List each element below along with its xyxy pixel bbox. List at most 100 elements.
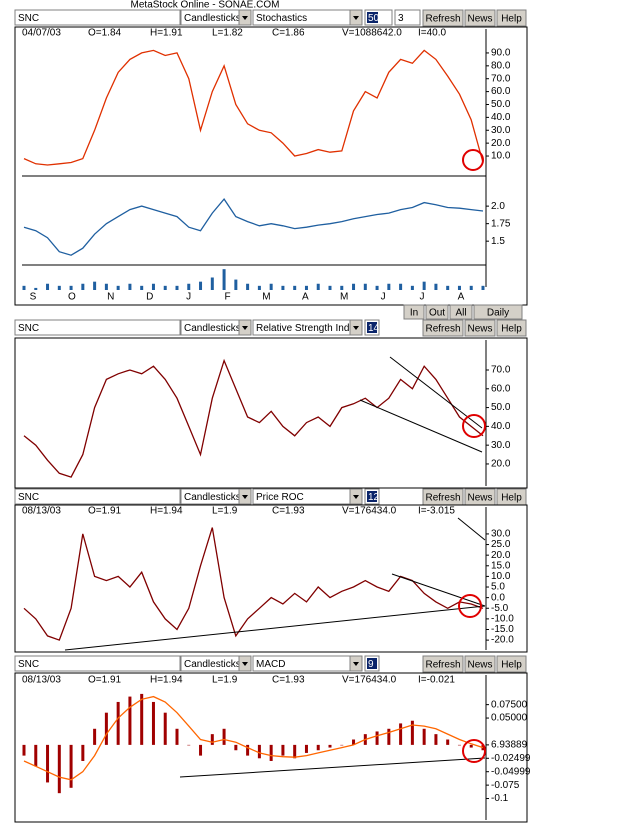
indicator-field-text[interactable]: MACD [256,659,285,670]
histogram-bar [281,744,285,756]
toolbar-button[interactable] [496,319,527,337]
histogram-bar [22,285,26,290]
trend-line [457,517,486,541]
trend-line [64,605,486,651]
histogram-bar [69,285,73,290]
histogram-bar [210,734,214,745]
month-label: N [107,292,114,303]
histogram-bar [410,285,414,290]
param-field[interactable] [394,9,421,26]
month-label: J [186,292,191,303]
indicator-field-text[interactable]: Relative Strength Index [256,323,360,334]
header-stat: 08/13/03 [22,675,61,686]
symbol-field[interactable] [14,319,181,336]
indicator-field-text[interactable]: Price ROC [256,492,304,503]
month-label: D [146,292,153,303]
toolbar-button-label[interactable]: News [467,493,492,504]
header-stat: C=1.93 [272,506,305,517]
symbol-field-text[interactable]: SNC [18,659,39,670]
nav-button[interactable] [473,304,523,320]
toolbar-button-label[interactable]: Help [501,493,522,504]
toolbar-button[interactable] [422,655,464,673]
toolbar-button-label[interactable]: Help [501,324,522,335]
toolbar-button-label[interactable]: News [467,14,492,25]
y-tick-label: 80.0 [491,60,511,71]
symbol-field-text[interactable]: SNC [18,13,39,24]
style-field-text[interactable]: Candlesticks [184,659,241,670]
param-field-selection [367,322,377,333]
y-tick-label: 15.0 [491,560,511,571]
style-field-text[interactable]: Candlesticks [184,13,241,24]
toolbar-button[interactable] [422,9,464,27]
nav-button[interactable] [403,304,425,320]
highlight-circle [462,739,486,763]
indicator-field-text[interactable]: Stochastics [256,13,307,24]
header-stat: O=1.91 [88,506,122,517]
symbol-field-text[interactable]: SNC [18,492,39,503]
style-field-text[interactable]: Candlesticks [184,323,241,334]
month-label: M [262,292,270,303]
chart-frame [14,337,528,489]
toolbar-button-label[interactable]: Refresh [425,660,460,671]
y-tick-label: 2.0 [491,201,505,212]
histogram-bar [246,283,250,290]
symbol-field[interactable] [14,488,181,505]
histogram-bar [116,285,120,290]
y-tick-label: -10.0 [491,614,514,625]
symbol-field-text[interactable]: SNC [18,323,39,334]
param-field-text[interactable]: 9 [368,659,374,670]
histogram-bar [128,696,132,745]
header-stat: L=1.82 [212,28,243,39]
nav-button-label[interactable]: Daily [487,308,509,319]
nav-button-label[interactable]: Out [429,308,445,319]
histogram-bar [304,285,308,290]
y-tick-label: 0.05000 [491,713,528,724]
dropdown-arrow [242,495,248,499]
nav-button[interactable] [425,304,449,320]
toolbar-button-label[interactable]: News [467,324,492,335]
toolbar-button-label[interactable]: Refresh [425,493,460,504]
nav-button-label[interactable]: All [455,308,466,319]
histogram-bar [340,285,344,290]
toolbar-button-label[interactable]: Refresh [425,14,460,25]
param-field-text[interactable]: 14 [368,323,380,334]
month-label: F [224,292,230,303]
header-stat: V=1088642.0 [342,28,402,39]
toolbar-button-label[interactable]: Help [501,660,522,671]
toolbar-button[interactable] [496,655,527,673]
toolbar-button[interactable] [464,319,496,337]
trend-line [179,757,486,778]
chart-frame [14,504,528,653]
toolbar-button-label[interactable]: News [467,660,492,671]
histogram-bar [422,281,426,290]
histogram-bar [328,285,332,290]
y-tick-label: 5.0 [491,582,505,593]
toolbar-button[interactable] [496,9,527,27]
nav-button[interactable] [449,304,473,320]
param-field-text[interactable]: 12 [368,492,380,503]
toolbar-button-label[interactable]: Refresh [425,324,460,335]
histogram-bar [140,285,144,290]
style-field-text[interactable]: Candlesticks [184,492,241,503]
highlight-circle [462,149,484,171]
param-field-text[interactable]: 50 [368,13,380,24]
header-stat: H=1.94 [150,506,183,517]
nav-button-label[interactable]: In [410,308,418,319]
toolbar-button[interactable] [464,9,496,27]
toolbar-button[interactable] [464,655,496,673]
toolbar-button[interactable] [422,319,464,337]
histogram-bar [422,728,426,745]
param-field-text[interactable]: 3 [398,13,404,24]
histogram-bar [363,283,367,290]
histogram-bar [116,701,120,745]
histogram-bar [352,739,356,745]
symbol-field[interactable] [14,9,181,26]
header-stat: I=40.0 [418,28,447,39]
histogram-bar [469,744,473,748]
indicator-line [23,695,484,781]
y-tick-label: 60.0 [491,383,511,394]
month-label: J [420,292,425,303]
symbol-field[interactable] [14,655,181,672]
toolbar-button-label[interactable]: Help [501,14,522,25]
histogram-bar [163,285,167,290]
